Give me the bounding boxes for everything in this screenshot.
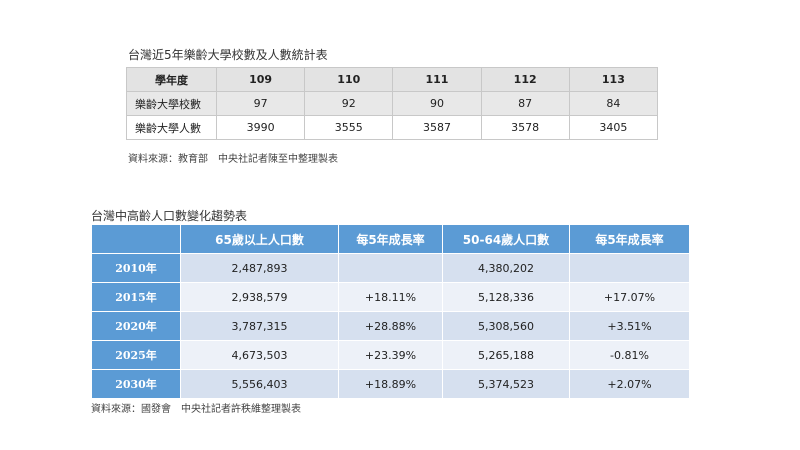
header-cell: 50-64歲人口數 — [442, 224, 570, 254]
table-cell: 3587 — [392, 115, 482, 140]
table-cell: 2,487,893 — [180, 253, 339, 283]
table-header-row: 65歲以上人口數 每5年成長率 50-64歲人口數 每5年成長率 — [91, 224, 690, 254]
table-cell: 3990 — [215, 115, 306, 140]
table-cell: +17.07% — [569, 282, 690, 312]
year-cell: 2025年 — [91, 340, 181, 370]
table-row: 2030年 5,556,403 +18.89% 5,374,523 +2.07% — [91, 369, 690, 399]
school-stats-table: 學年度 109 110 111 112 113 樂齡大學校數 97 92 90 … — [126, 67, 659, 140]
table-row: 2015年 2,938,579 +18.11% 5,128,336 +17.07… — [91, 282, 690, 312]
header-cell: 學年度 — [126, 67, 217, 92]
year-cell: 2010年 — [91, 253, 181, 283]
table-cell — [338, 253, 443, 283]
header-cell: 65歲以上人口數 — [180, 224, 339, 254]
table-cell: +18.89% — [338, 369, 443, 399]
table2-title: 台灣中高齡人口數變化趨勢表 — [91, 209, 248, 223]
table-row: 2025年 4,673,503 +23.39% 5,265,188 -0.81% — [91, 340, 690, 370]
table-row: 2010年 2,487,893 4,380,202 — [91, 253, 690, 283]
table-cell: 5,265,188 — [442, 340, 570, 370]
table2-source-note: 資料來源：國發會 中央社記者許秩維整理製表 — [91, 404, 301, 415]
table-cell: 4,380,202 — [442, 253, 570, 283]
header-cell: 113 — [568, 67, 659, 92]
table-cell: +2.07% — [569, 369, 690, 399]
header-cell: 109 — [215, 67, 306, 92]
table-cell: +28.88% — [338, 311, 443, 341]
table-row: 2020年 3,787,315 +28.88% 5,308,560 +3.51% — [91, 311, 690, 341]
header-cell: 每5年成長率 — [569, 224, 690, 254]
table-header-row: 學年度 109 110 111 112 113 — [126, 67, 659, 92]
table-cell: 5,128,336 — [442, 282, 570, 312]
table-cell — [569, 253, 690, 283]
table-cell: 4,673,503 — [180, 340, 339, 370]
table-cell: 2,938,579 — [180, 282, 339, 312]
table-cell: 3405 — [568, 115, 659, 140]
header-cell — [91, 224, 181, 254]
population-trend-table: 65歲以上人口數 每5年成長率 50-64歲人口數 每5年成長率 2010年 2… — [91, 224, 690, 399]
table-cell: 84 — [568, 91, 659, 116]
table-row: 樂齡大學人數 3990 3555 3587 3578 3405 — [126, 115, 659, 140]
table-cell: -0.81% — [569, 340, 690, 370]
table-cell: 97 — [215, 91, 306, 116]
table-cell: 87 — [480, 91, 570, 116]
year-cell: 2030年 — [91, 369, 181, 399]
row-label: 樂齡大學校數 — [126, 91, 217, 116]
table-row: 樂齡大學校數 97 92 90 87 84 — [126, 91, 659, 116]
table-cell: +23.39% — [338, 340, 443, 370]
year-cell: 2020年 — [91, 311, 181, 341]
header-cell: 111 — [392, 67, 482, 92]
table-cell: 5,308,560 — [442, 311, 570, 341]
table-cell: +18.11% — [338, 282, 443, 312]
row-label: 樂齡大學人數 — [126, 115, 217, 140]
table-cell: 3,787,315 — [180, 311, 339, 341]
table1-title: 台灣近5年樂齡大學校數及人數統計表 — [128, 48, 328, 62]
header-cell: 112 — [480, 67, 570, 92]
table-cell: 90 — [392, 91, 482, 116]
table1-source-note: 資料來源：教育部 中央社記者陳至中整理製表 — [128, 154, 338, 165]
table-cell: 3555 — [304, 115, 394, 140]
header-cell: 110 — [304, 67, 394, 92]
table-cell: +3.51% — [569, 311, 690, 341]
year-cell: 2015年 — [91, 282, 181, 312]
table-cell: 92 — [304, 91, 394, 116]
table-cell: 5,556,403 — [180, 369, 339, 399]
header-cell: 每5年成長率 — [338, 224, 443, 254]
table-cell: 5,374,523 — [442, 369, 570, 399]
table-cell: 3578 — [480, 115, 570, 140]
